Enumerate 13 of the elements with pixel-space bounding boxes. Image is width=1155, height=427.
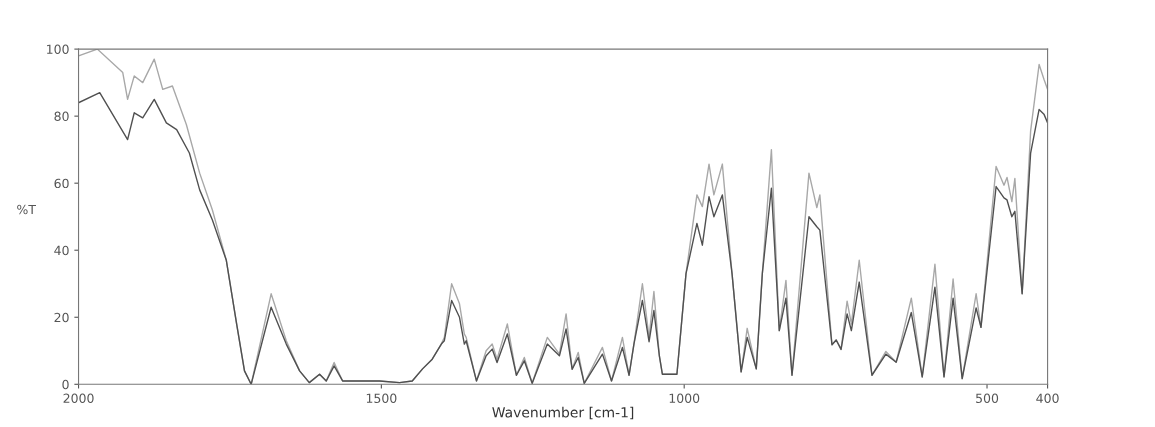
x-tick-label: 400	[1036, 393, 1059, 403]
x-axis-title: Wavenumber [cm-1]	[492, 406, 634, 420]
y-tick-label: 0	[62, 379, 69, 390]
y-tick-label: 100	[47, 44, 69, 55]
y-tick-label: 40	[54, 245, 69, 256]
y-axis-title: %T	[17, 204, 36, 215]
x-tick-label: 2000	[63, 393, 94, 403]
y-tick-label: 60	[54, 178, 69, 189]
x-tick-label: 1000	[669, 393, 700, 403]
y-tick-label: 80	[54, 111, 69, 122]
y-tick-label: 20	[54, 312, 69, 323]
x-tick-label: 500	[976, 393, 999, 403]
x-tick-label: 1500	[366, 393, 397, 403]
